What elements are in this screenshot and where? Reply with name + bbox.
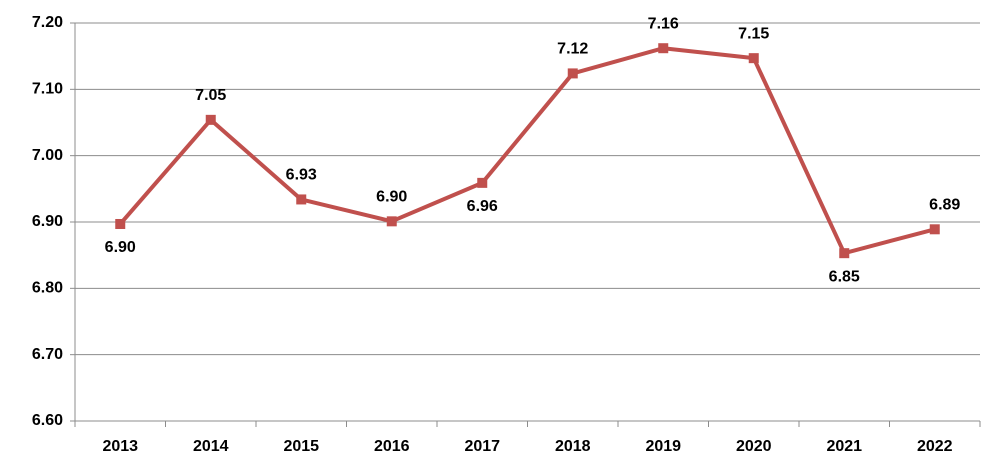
marker — [477, 177, 488, 188]
x-tick-label: 2013 — [102, 438, 138, 455]
x-tick-label: 2014 — [193, 438, 229, 455]
y-tick-label: 6.60 — [32, 412, 63, 429]
marker — [658, 43, 669, 54]
x-tick-label: 2018 — [555, 438, 591, 455]
data-label: 7.05 — [195, 87, 226, 104]
x-tick-label: 2016 — [374, 438, 410, 455]
data-label: 6.90 — [105, 239, 136, 256]
x-tick-label: 2015 — [283, 438, 319, 455]
marker — [839, 248, 850, 259]
data-label: 6.85 — [829, 268, 860, 285]
marker — [115, 218, 126, 229]
data-label: 7.12 — [557, 41, 588, 58]
marker — [748, 53, 759, 64]
y-tick-label: 7.20 — [32, 14, 63, 31]
x-tick-label: 2019 — [645, 438, 681, 455]
data-label: 6.90 — [376, 189, 407, 206]
marker — [386, 216, 397, 227]
data-label: 7.16 — [648, 15, 679, 32]
x-tick-label: 2020 — [736, 438, 772, 455]
x-tick-label: 2022 — [917, 438, 953, 455]
marker — [567, 68, 578, 79]
y-tick-label: 7.10 — [32, 81, 63, 98]
y-tick-label: 7.00 — [32, 147, 63, 164]
marker — [296, 194, 307, 205]
marker — [929, 224, 940, 235]
x-tick-label: 2021 — [826, 438, 862, 455]
y-tick-label: 6.70 — [32, 346, 63, 363]
marker — [205, 114, 216, 125]
line — [118, 46, 936, 256]
x-tick-label: 2017 — [464, 438, 500, 455]
y-tick-label: 6.80 — [32, 280, 63, 297]
data-label: 6.93 — [286, 167, 317, 184]
data-label: 6.96 — [467, 198, 498, 215]
y-tick-label: 6.90 — [32, 213, 63, 230]
data-label: 6.89 — [929, 197, 960, 214]
data-label: 7.15 — [738, 25, 769, 42]
